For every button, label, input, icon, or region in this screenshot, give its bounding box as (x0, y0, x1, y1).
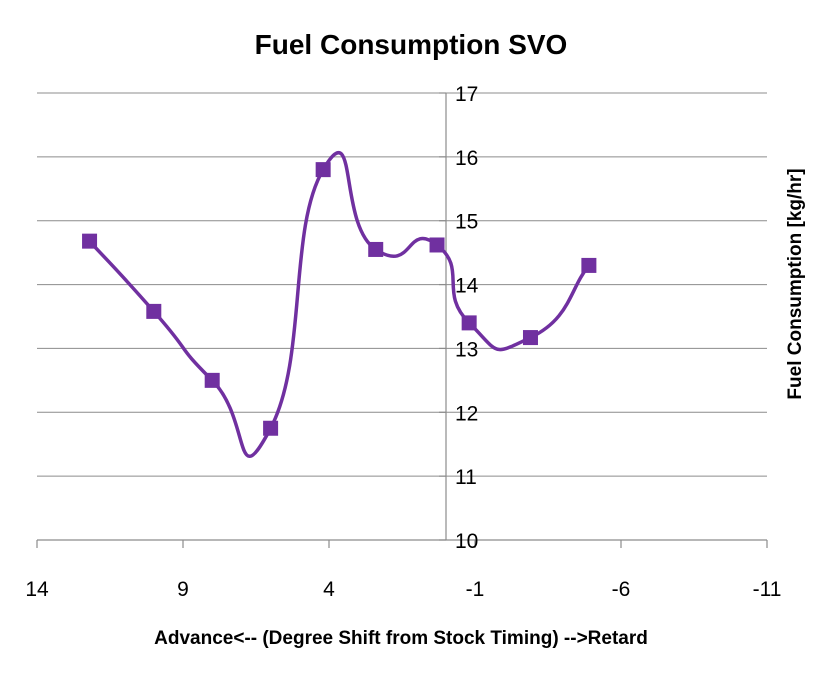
y-tick-label: 16 (455, 147, 478, 170)
data-point-marker (429, 237, 445, 253)
x-tick-label: -11 (753, 578, 782, 601)
data-point-marker (204, 372, 220, 388)
y-tick-label: 11 (455, 466, 477, 489)
data-point-marker (581, 257, 597, 273)
x-axis-label: Advance<-- (Degree Shift from Stock Timi… (154, 628, 648, 649)
y-tick-label: 10 (455, 530, 478, 553)
x-tick-label: 9 (177, 578, 189, 601)
gridlines (37, 92, 767, 477)
series-line (87, 150, 591, 458)
axes (36, 92, 768, 548)
x-tick-label: 4 (323, 578, 335, 601)
x-tick-label: 14 (25, 578, 49, 601)
x-tick-label: -1 (466, 578, 485, 601)
series-fuel-consumption (82, 150, 597, 458)
y-tick-label: 15 (455, 211, 478, 234)
data-point-marker (368, 241, 384, 257)
y-tick-label: 14 (455, 275, 479, 298)
y-tick-label: 12 (455, 402, 478, 425)
tick-labels: 10 11 12 13 14 15 16 17 14 9 4 -1 -6 -11 (25, 83, 781, 601)
data-point-marker (461, 315, 477, 331)
y-tick-label: 13 (455, 338, 478, 361)
chart-title: Fuel Consumption SVO (255, 29, 568, 60)
x-tick-label: -6 (612, 578, 631, 601)
data-point-marker (82, 233, 98, 249)
y-tick-label: 17 (455, 83, 478, 106)
data-point-marker (263, 420, 279, 436)
data-point-marker (315, 162, 331, 178)
y-axis-label: Fuel Consumption [kg/hr] (785, 168, 806, 399)
data-point-marker (146, 303, 162, 319)
data-point-marker (522, 330, 538, 346)
